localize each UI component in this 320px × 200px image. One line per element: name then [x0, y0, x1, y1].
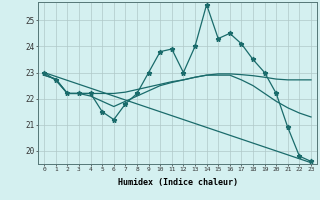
X-axis label: Humidex (Indice chaleur): Humidex (Indice chaleur): [118, 178, 238, 187]
